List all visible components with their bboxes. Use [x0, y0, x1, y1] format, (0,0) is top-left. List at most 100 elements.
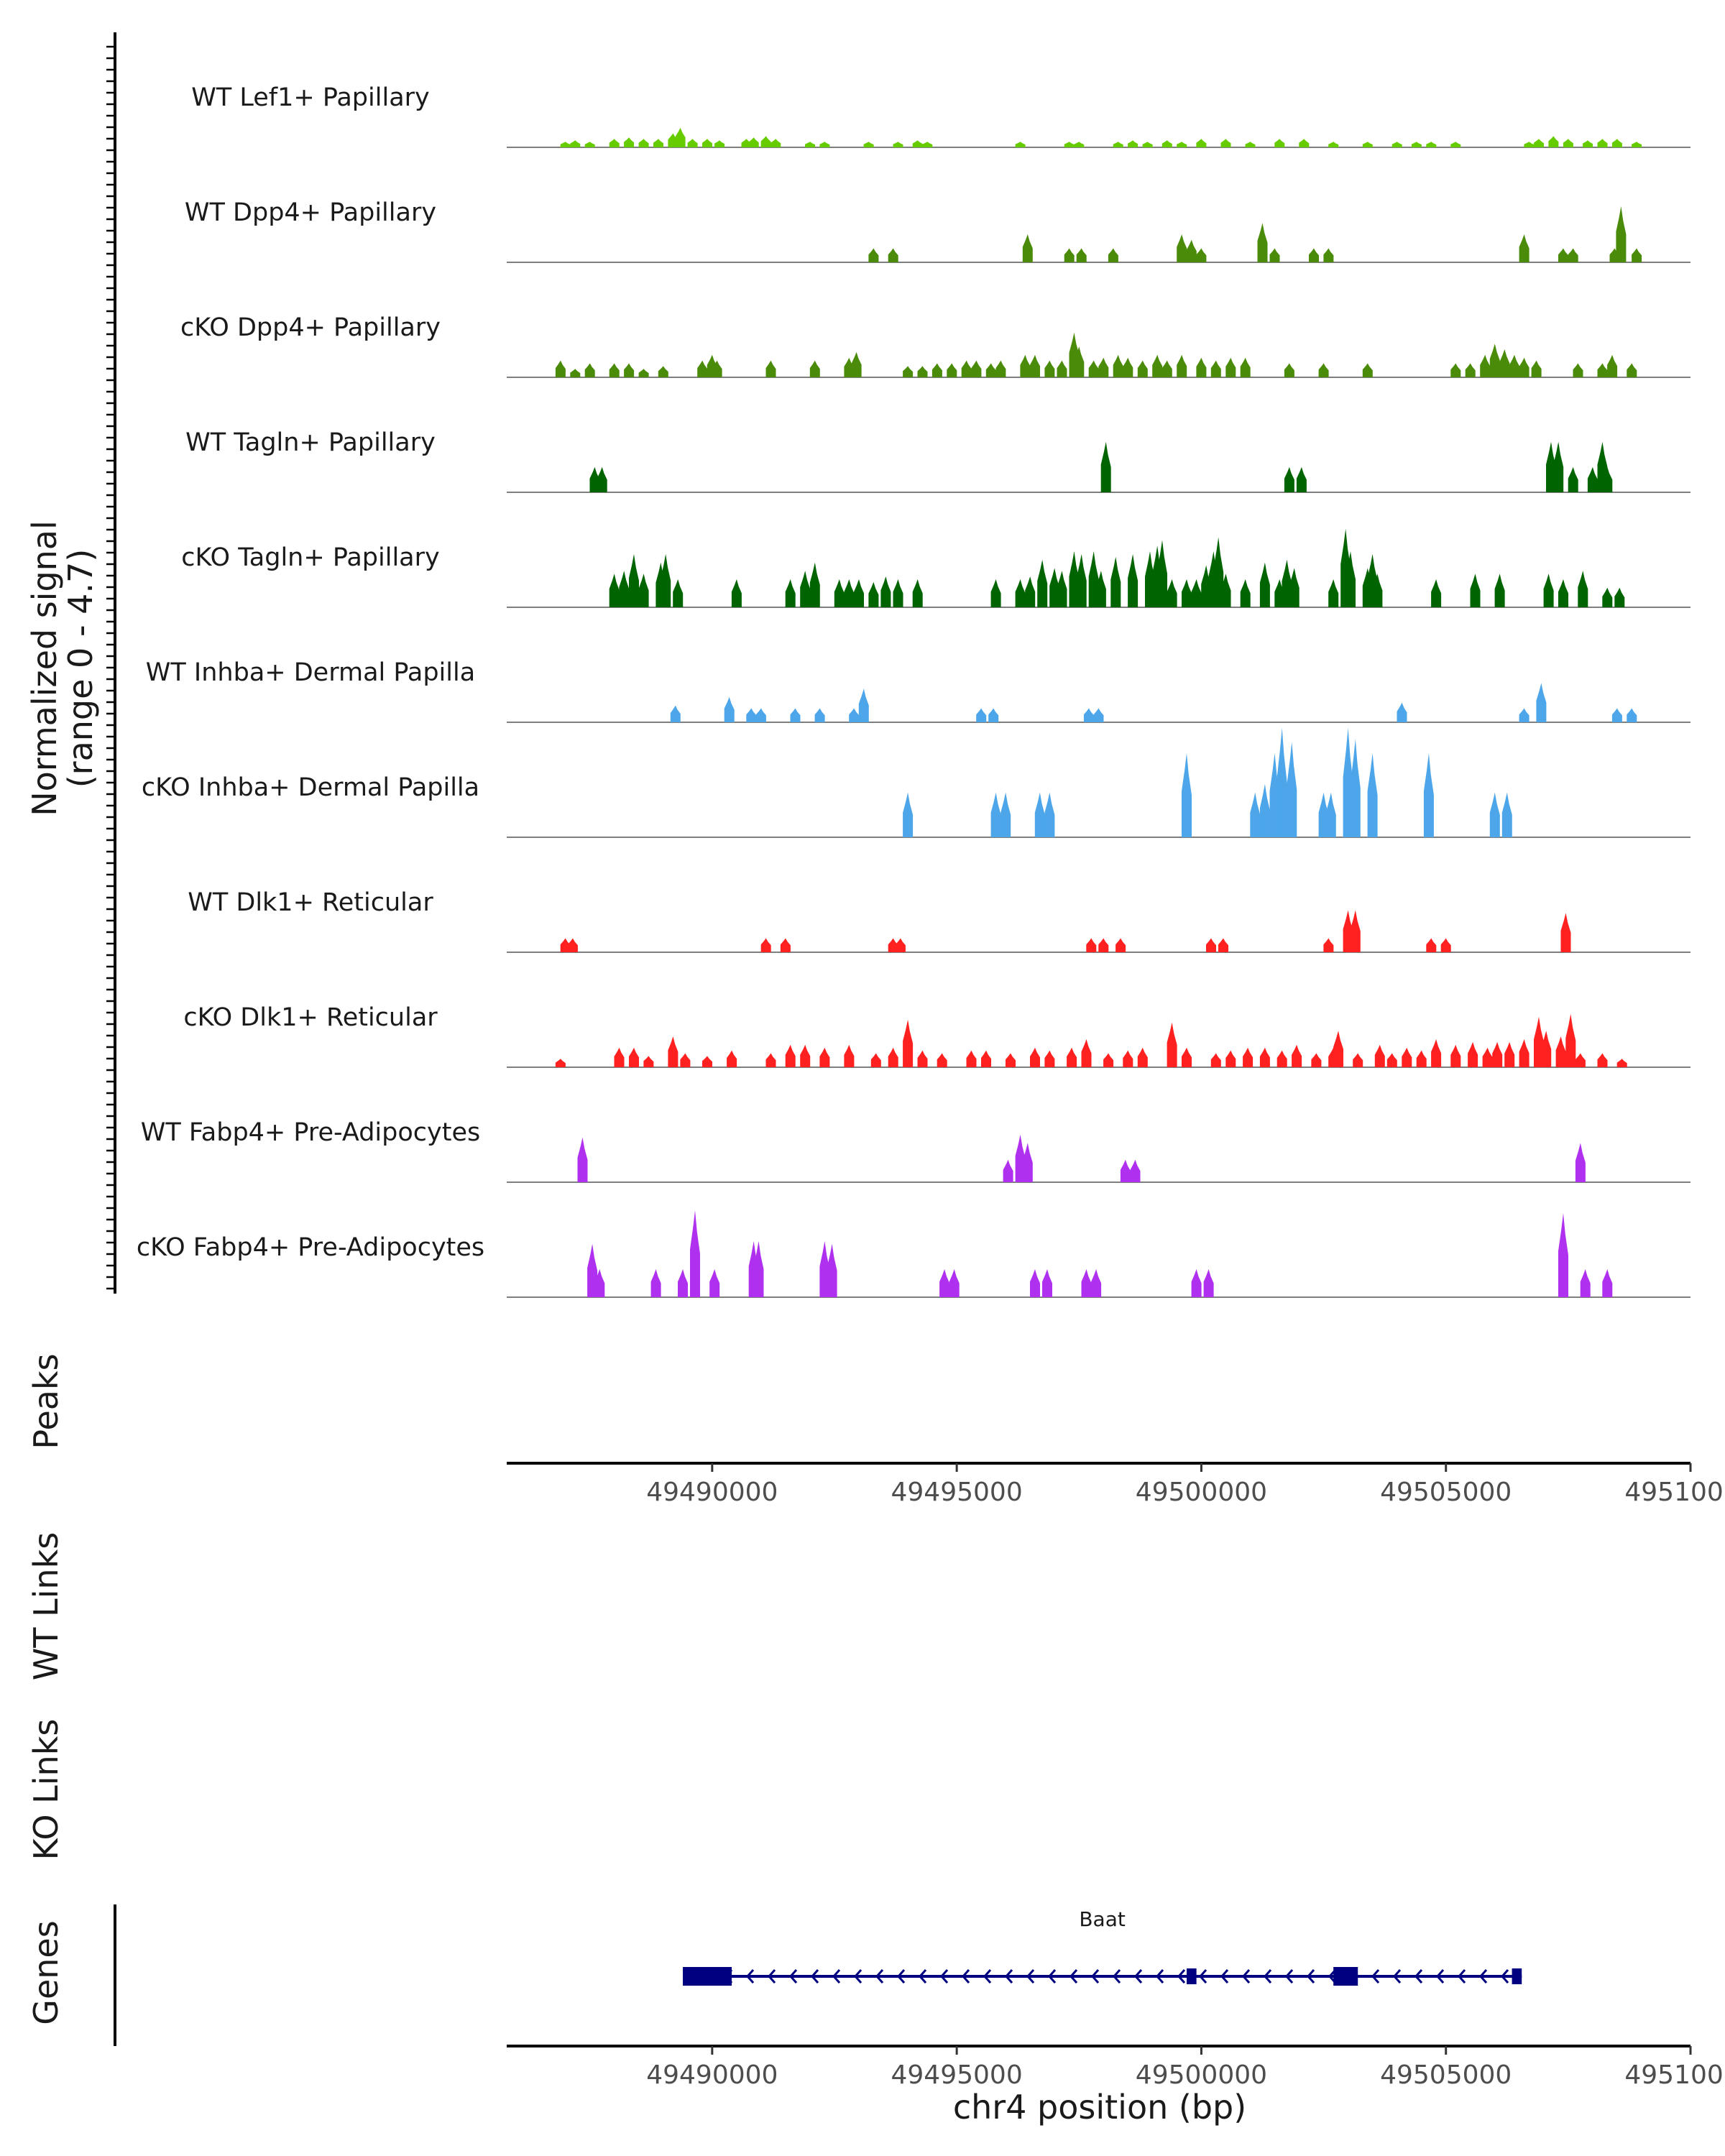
signal-peak: [819, 142, 830, 147]
signal-peak: [702, 139, 712, 147]
signal-peak: [1543, 573, 1554, 607]
x-tick-label: 49500000: [1136, 1478, 1267, 1507]
signal-peak: [1541, 1031, 1552, 1067]
signal-peak: [675, 127, 686, 147]
strand-arrow: [983, 1969, 992, 1984]
signal-peak: [661, 553, 671, 607]
track-label: WT Lef1+ Papillary: [191, 83, 430, 112]
signal-peak: [971, 360, 982, 377]
signal-peak: [1323, 938, 1334, 952]
signal-peak: [1243, 1047, 1254, 1067]
x-tick-label: 49505000: [1380, 2060, 1512, 2090]
signal-peak: [805, 142, 815, 147]
signal-peak: [1501, 792, 1512, 837]
track-4: WT Tagln+ Papillary: [185, 428, 1690, 493]
signal-peak: [753, 1241, 764, 1297]
strand-arrow: [919, 1969, 927, 1984]
signal-peak: [1362, 142, 1373, 147]
signal-peak: [1597, 139, 1608, 147]
signal-peak: [1350, 739, 1361, 837]
signal-peak: [1225, 357, 1236, 377]
signal-peak: [1575, 1053, 1586, 1067]
signal-peak: [800, 571, 811, 607]
track-label: WT Inhba+ Dermal Papilla: [146, 658, 475, 687]
signal-peak: [868, 248, 879, 262]
signal-peak: [1006, 1053, 1016, 1067]
signal-peak: [868, 581, 879, 607]
track-label: WT Fabp4+ Pre-Adipocytes: [141, 1118, 480, 1147]
signal-peak: [1057, 360, 1067, 377]
strand-arrow: [1436, 1969, 1445, 1984]
y-axis-title: Normalized signal (range 0 - 4.7): [25, 520, 100, 816]
strand-arrow: [1414, 1969, 1423, 1984]
strand-arrow: [1070, 1969, 1078, 1984]
signal-peak: [770, 139, 781, 147]
signal-peak: [1468, 1041, 1478, 1067]
signal-peak: [577, 1137, 588, 1182]
signal-peak: [947, 363, 957, 377]
signal-peak: [765, 1053, 776, 1067]
signal-peak: [1284, 466, 1294, 492]
signal-peak: [1177, 142, 1187, 147]
x-axis-title: chr4 position (bp): [953, 2088, 1246, 2127]
signal-peak: [1110, 556, 1121, 607]
strand-arrow: [1156, 1969, 1164, 1984]
signal-peak: [609, 573, 620, 607]
ko-links-panel-label: KO Links: [27, 1719, 65, 1861]
signal-peak: [1196, 248, 1207, 262]
signal-peak: [1274, 139, 1285, 147]
strand-arrow: [1501, 1969, 1509, 1984]
signal-peak: [712, 360, 722, 377]
signal-peak: [1064, 142, 1075, 147]
signal-peak: [1565, 1013, 1576, 1067]
signal-peak: [1311, 1053, 1322, 1067]
signal-peak: [1259, 1047, 1270, 1067]
track-9: cKO Dlk1+ Reticular: [183, 1003, 1690, 1068]
coverage-tracks: WT Lef1+ Papillary WT Dpp4+ Papillary cKO …: [137, 83, 1690, 1298]
signal-peak: [917, 366, 928, 377]
strand-arrow: [897, 1969, 906, 1984]
signal-peak: [1240, 357, 1251, 377]
signal-peak: [1210, 1053, 1221, 1067]
track-label: WT Tagln+ Papillary: [185, 428, 436, 457]
signal-peak: [1328, 579, 1339, 607]
signal-peak: [1157, 540, 1167, 607]
signal-peak: [844, 1044, 855, 1067]
x-tick-label: 49495000: [891, 1478, 1023, 1507]
signal-peak: [1083, 708, 1094, 722]
track-6: WT Inhba+ Dermal Papilla: [146, 658, 1690, 723]
signal-peak: [1627, 708, 1637, 722]
signal-peak: [1560, 913, 1571, 952]
signal-peak: [1519, 1039, 1530, 1067]
strand-arrow: [1458, 1969, 1466, 1984]
signal-peak: [1257, 223, 1268, 262]
signal-peak: [746, 708, 757, 722]
signal-peak: [570, 140, 581, 147]
signal-peak: [1167, 579, 1177, 607]
signal-peak: [1186, 239, 1197, 262]
signal-peak: [961, 360, 972, 377]
signal-peak: [658, 366, 668, 377]
signal-peak: [1568, 466, 1578, 492]
signal-peak: [1402, 1047, 1412, 1067]
signal-peak: [858, 688, 869, 722]
strand-arrow: [811, 1969, 819, 1984]
gene-exon: [1512, 1968, 1522, 1984]
gene-exon: [1333, 1967, 1358, 1986]
signal-peak: [1374, 1044, 1385, 1067]
signal-peak: [1450, 142, 1461, 147]
track-label: cKO Fabp4+ Pre-Adipocytes: [137, 1233, 484, 1262]
signal-peak: [1100, 441, 1111, 492]
signal-peak: [1602, 1269, 1613, 1297]
signal-peak: [1524, 142, 1535, 147]
signal-peak: [1423, 753, 1434, 837]
signal-peak: [1392, 142, 1402, 147]
strand-arrow: [1177, 1969, 1186, 1984]
track-3: cKO Dpp4+ Papillary: [180, 313, 1690, 378]
signal-peak: [1177, 234, 1187, 262]
signal-peak: [1098, 357, 1109, 377]
peaks-x-axis: 49490000 49495000 49500000 49505000 49510000: [507, 1462, 1725, 1507]
signal-peak: [760, 136, 771, 147]
signal-peak: [922, 142, 933, 147]
